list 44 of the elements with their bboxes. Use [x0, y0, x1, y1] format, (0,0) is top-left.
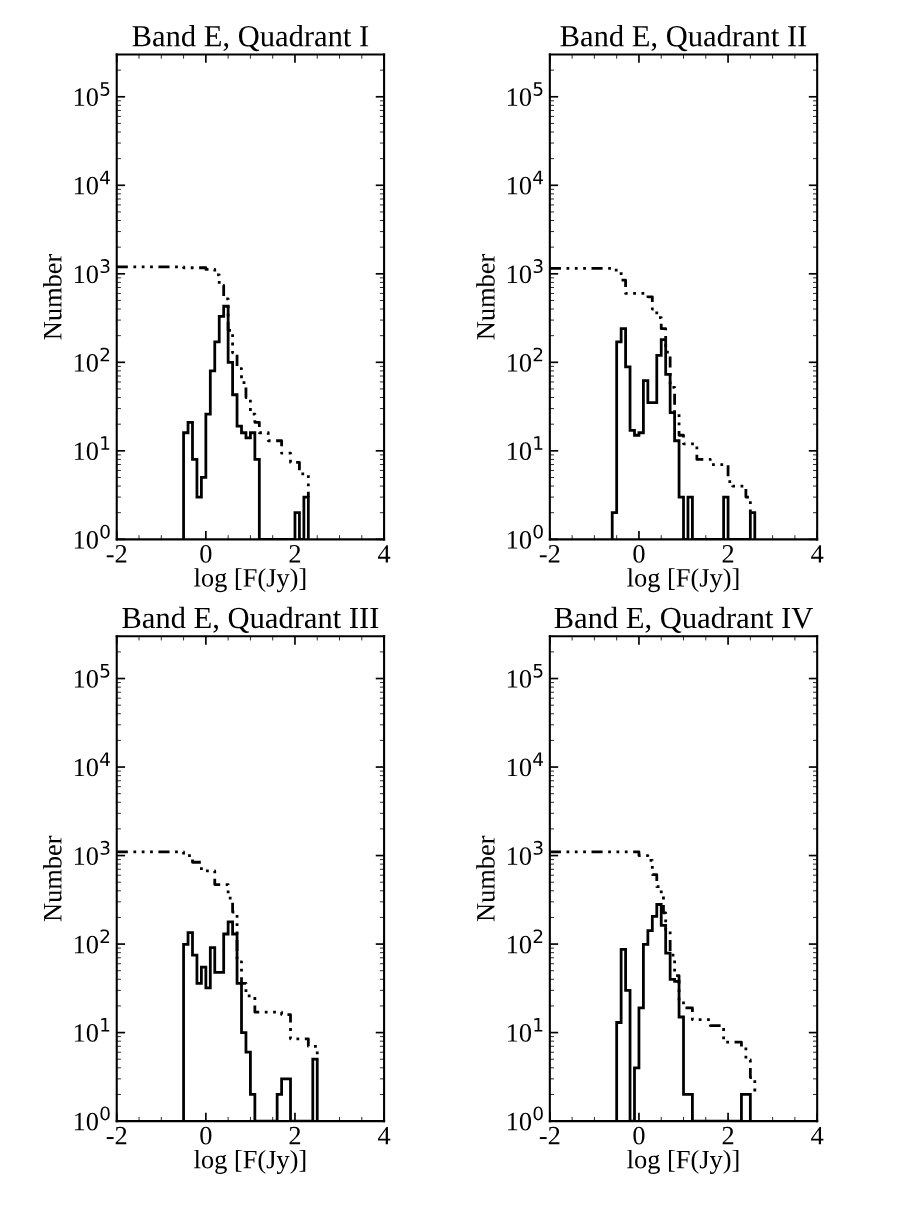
x-tick-label: 2	[722, 1126, 734, 1145]
x-tick-label: 2	[289, 545, 301, 563]
x-tick-label: 0	[633, 1126, 645, 1145]
y-tick-label: 10$^{1}$	[74, 1018, 110, 1042]
x-tick-label: 0	[200, 1126, 212, 1145]
y-tick-label: 10$^{3}$	[74, 840, 110, 865]
chart-title: Band E, Quadrant II	[560, 25, 807, 52]
y-tick-label: 10$^{2}$	[74, 929, 110, 954]
x-tick-label: 4	[378, 545, 391, 563]
x-tick-label: 4	[811, 1126, 824, 1145]
y-tick-label: 10$^{5}$	[507, 82, 543, 107]
y-tick-label: 10$^{3}$	[74, 259, 110, 284]
y-tick-label: 10$^{2}$	[74, 347, 110, 372]
y-tick-label: 10$^{3}$	[507, 259, 543, 284]
y-tick-label: 10$^{1}$	[74, 436, 110, 461]
x-axis-title: log [F(Jy)]	[194, 1149, 306, 1174]
x-tick-label: 0	[200, 544, 212, 563]
y-tick-label: 10$^{2}$	[507, 929, 543, 954]
y-tick-label: 10$^{5}$	[74, 663, 110, 688]
chart-title: Band E, Quadrant I	[132, 25, 369, 52]
y-tick-label: 10$^{4}$	[507, 752, 544, 777]
x-axis-title: log [F(Jy)]	[194, 568, 306, 593]
y-tick-label: 10$^{1}$	[507, 436, 543, 461]
y-axis-title: Number	[43, 835, 62, 922]
y-axis-title: Number	[476, 253, 495, 340]
y-tick-label: 10$^{1}$	[507, 1018, 543, 1042]
x-tick-label: 2	[722, 545, 734, 563]
y-axis-title: Number	[476, 835, 495, 922]
chart-title: Band E, Quadrant III	[122, 606, 379, 633]
chart-title: Band E, Quadrant IV	[554, 606, 813, 633]
y-axis-title: Number	[43, 253, 62, 340]
y-tick-label: 10$^{5}$	[507, 663, 543, 688]
x-tick-label: 0	[633, 544, 645, 563]
x-axis-title: log [F(Jy)]	[627, 568, 739, 593]
x-tick-label: 2	[289, 1126, 301, 1145]
y-tick-label: 10$^{3}$	[507, 840, 543, 865]
y-tick-label: 10$^{2}$	[507, 347, 543, 372]
x-axis-title: log [F(Jy)]	[627, 1149, 739, 1174]
x-tick-label: 4	[378, 1126, 391, 1145]
y-tick-label: 10$^{4}$	[74, 170, 110, 195]
y-tick-label: 10$^{5}$	[74, 82, 110, 107]
x-tick-label: 4	[811, 545, 824, 563]
y-tick-label: 10$^{4}$	[507, 170, 544, 195]
y-tick-label: 10$^{4}$	[74, 752, 110, 777]
